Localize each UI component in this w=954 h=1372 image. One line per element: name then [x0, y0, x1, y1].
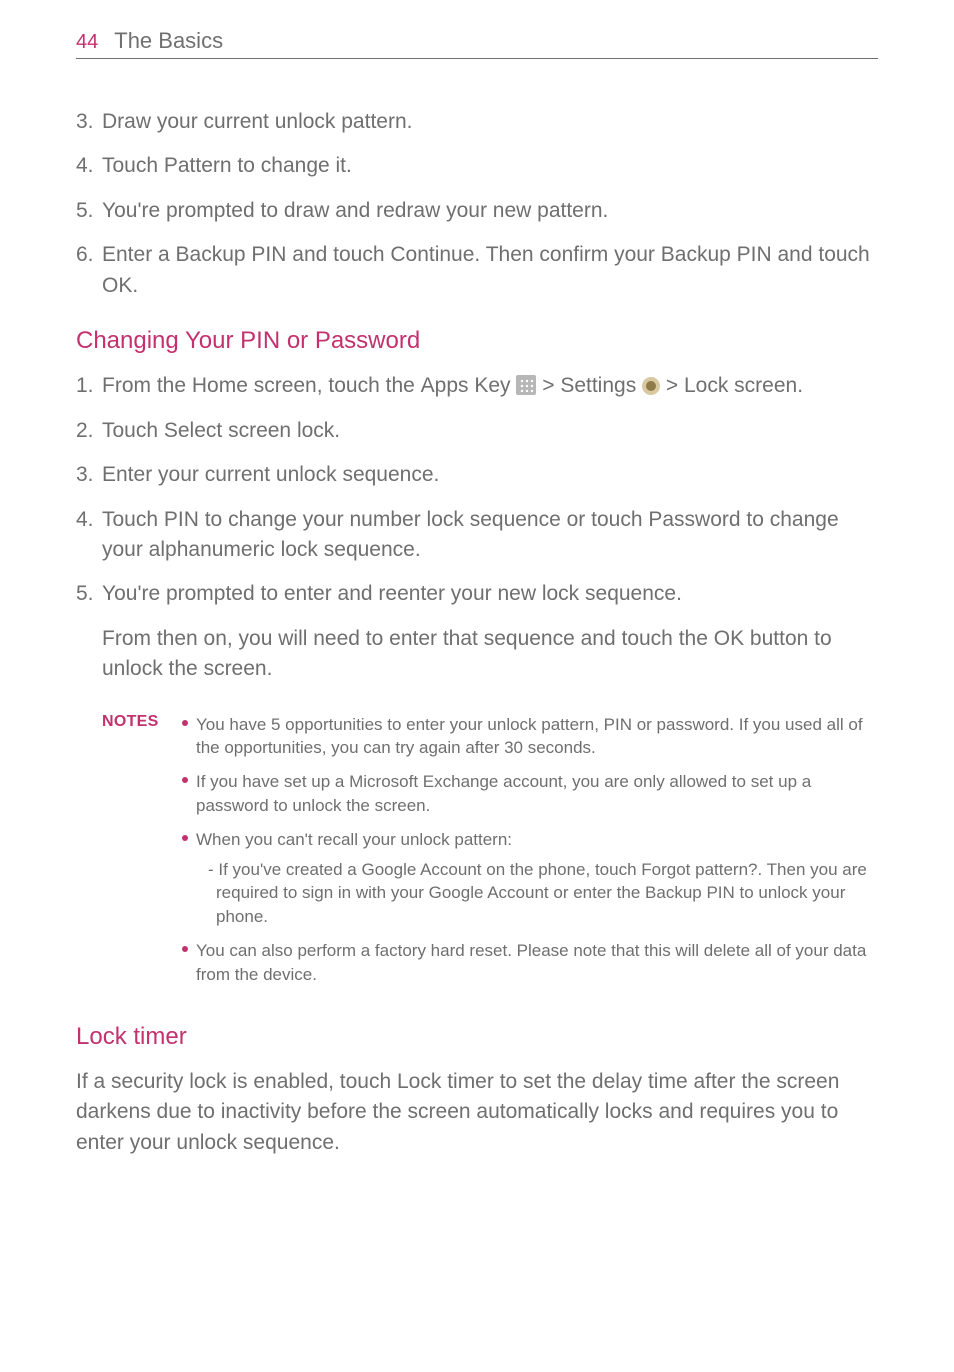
text: .: [132, 274, 138, 297]
list-body: Touch Select screen lock.: [102, 416, 878, 446]
list-body: You're prompted to draw and redraw your …: [102, 196, 878, 226]
list-number: 3.: [76, 460, 102, 490]
list-item: 5. You're prompted to enter and reenter …: [76, 579, 878, 698]
bold-ok: OK: [102, 274, 132, 297]
header-title: The Basics: [114, 28, 223, 54]
list-item: 4. Touch Pattern to change it.: [76, 151, 878, 181]
text: - If you've created a Google Account on …: [208, 860, 641, 879]
bold-pin: PIN: [164, 508, 199, 531]
text: >: [536, 374, 560, 397]
bold-settings: Settings: [560, 374, 636, 397]
page-number: 44: [76, 31, 98, 54]
list-body: You're prompted to enter and reenter you…: [102, 579, 878, 698]
apps-key-icon: [516, 375, 536, 395]
text: From then on, you will need to enter tha…: [102, 627, 714, 650]
section-heading-pin: Changing Your PIN or Password: [76, 327, 878, 355]
notes-block: NOTES You have 5 opportunities to enter …: [76, 713, 878, 997]
list-body: Touch PIN to change your number lock seq…: [102, 505, 878, 566]
bold-password: Password: [648, 508, 740, 531]
list-item: 3. Draw your current unlock pattern.: [76, 107, 878, 137]
text: .: [334, 419, 340, 442]
note-item: You have 5 opportunities to enter your u…: [182, 713, 874, 761]
list-number: 4.: [76, 505, 102, 566]
bold-ok: OK: [714, 627, 744, 650]
list-number: 2.: [76, 416, 102, 446]
list-number: 1.: [76, 371, 102, 401]
bold-continue: Continue: [390, 243, 474, 266]
bold-lock-screen: Lock screen: [684, 374, 797, 397]
text: >: [660, 374, 684, 397]
note-item: You can also perform a factory hard rese…: [182, 939, 874, 987]
list-number: 5.: [76, 579, 102, 698]
text: Touch: [102, 154, 164, 177]
list-item: 4. Touch PIN to change your number lock …: [76, 505, 878, 566]
lock-timer-paragraph: If a security lock is enabled, touch Loc…: [76, 1067, 878, 1158]
note-sub-item: - If you've created a Google Account on …: [196, 858, 874, 929]
text: When you can't recall your unlock patter…: [196, 830, 512, 849]
list-item: 1. From the Home screen, touch the Apps …: [76, 371, 878, 401]
list-body: Enter your current unlock sequence.: [102, 460, 878, 490]
text: Enter a Backup PIN and touch: [102, 243, 390, 266]
list-item: 3. Enter your current unlock sequence.: [76, 460, 878, 490]
list-number: 4.: [76, 151, 102, 181]
note-item: When you can't recall your unlock patter…: [182, 828, 874, 929]
bold-pattern: Pattern: [164, 154, 232, 177]
note-item: If you have set up a Microsoft Exchange …: [182, 770, 874, 818]
list-number: 5.: [76, 196, 102, 226]
text: to change it.: [232, 154, 352, 177]
page-header: 44 The Basics: [76, 28, 878, 59]
list-number: 3.: [76, 107, 102, 137]
bold-forgot-pattern: Forgot pattern?: [641, 860, 757, 879]
bold-apps-key: Apps Key: [421, 374, 511, 397]
list-item: 2. Touch Select screen lock.: [76, 416, 878, 446]
text: From the Home screen, touch the: [102, 374, 421, 397]
text: .: [797, 374, 803, 397]
list-body: From the Home screen, touch the Apps Key…: [102, 371, 878, 401]
bold-select-screen-lock: Select screen lock: [164, 419, 334, 442]
text: to change your number lock sequence or t…: [199, 508, 648, 531]
list-body: Draw your current unlock pattern.: [102, 107, 878, 137]
notes-label: NOTES: [102, 713, 182, 997]
text: If a security lock is enabled, touch: [76, 1070, 397, 1093]
list-item: 6. Enter a Backup PIN and touch Continue…: [76, 240, 878, 301]
text: Touch: [102, 419, 164, 442]
list-body: Touch Pattern to change it.: [102, 151, 878, 181]
notes-list: You have 5 opportunities to enter your u…: [182, 713, 878, 997]
settings-icon: [642, 377, 660, 395]
list-body: Enter a Backup PIN and touch Continue. T…: [102, 240, 878, 301]
text: Touch: [102, 508, 164, 531]
text: From then on, you will need to enter tha…: [102, 624, 878, 685]
list-number: 6.: [76, 240, 102, 301]
list-item: 5. You're prompted to draw and redraw yo…: [76, 196, 878, 226]
section-heading-lock-timer: Lock timer: [76, 1023, 878, 1051]
bold-lock-timer: Lock timer: [397, 1070, 494, 1093]
text: You're prompted to enter and reenter you…: [102, 579, 878, 609]
text: . Then confirm your Backup PIN and touch: [474, 243, 869, 266]
